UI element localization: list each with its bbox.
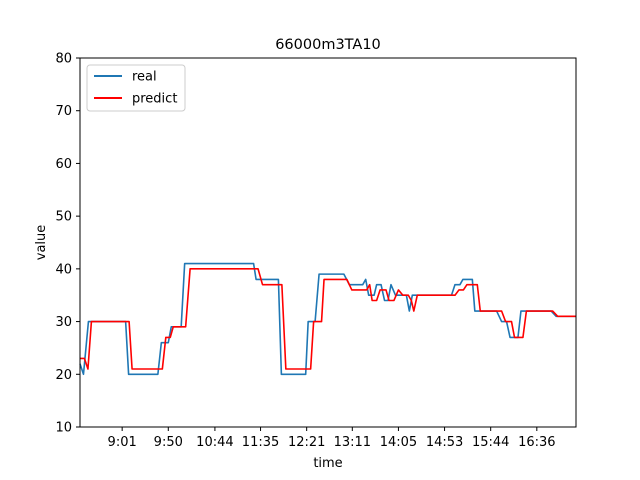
y-tick-label: 80 (55, 52, 72, 67)
x-axis-ticks: 9:01 9:50 10:44 11:35 12:21 13:11 14:05 14:53 15… (108, 427, 556, 450)
x-tick-label: 13:11 (334, 435, 371, 450)
y-tick-label: 70 (55, 104, 72, 119)
y-axis-ticks: 10 20 30 40 50 60 70 80 (55, 52, 80, 436)
y-axis-label: value (34, 225, 49, 261)
y-tick-label: 40 (55, 262, 72, 277)
x-tick-label: 10:44 (196, 435, 233, 450)
legend-label-real: real (132, 70, 157, 85)
y-tick-label: 20 (55, 368, 72, 383)
x-tick-label: 9:50 (154, 435, 183, 450)
legend: real predict (86, 64, 186, 112)
series-line-predict (80, 268, 576, 370)
y-tick-label: 60 (55, 157, 72, 172)
y-tick-label: 10 (55, 421, 72, 436)
legend-label-predict: predict (132, 92, 177, 107)
x-tick-label: 14:05 (380, 435, 417, 450)
x-tick-label: 16:36 (518, 435, 555, 450)
chart-title: 66000m3TA10 (275, 37, 381, 53)
x-tick-label: 14:53 (426, 435, 463, 450)
x-tick-label: 15:44 (472, 435, 509, 450)
plot-area (80, 58, 576, 427)
x-tick-label: 12:21 (288, 435, 325, 450)
x-tick-label: 9:01 (108, 435, 137, 450)
plot-frame (79, 57, 577, 428)
x-axis-label: time (313, 456, 342, 471)
x-tick-label: 11:35 (242, 435, 279, 450)
y-tick-label: 30 (55, 315, 72, 330)
series-layer (79, 262, 576, 376)
y-tick-label: 50 (55, 210, 72, 225)
